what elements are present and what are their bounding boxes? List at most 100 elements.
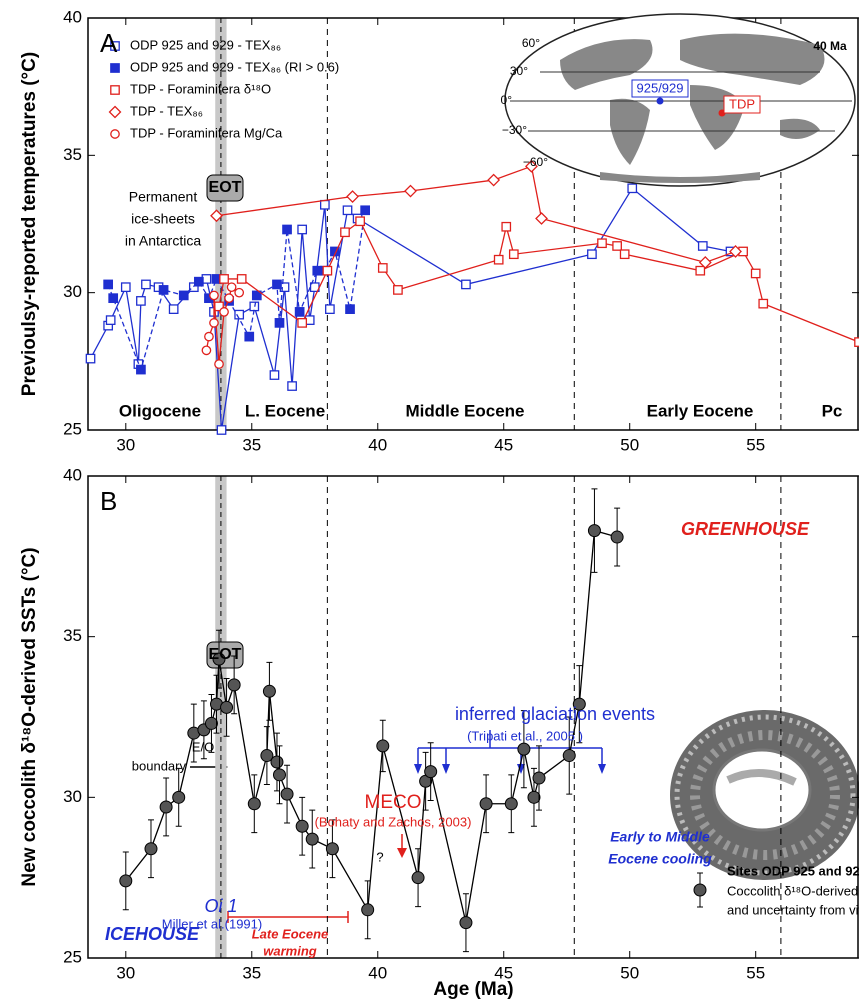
point	[274, 318, 285, 328]
annotation: Permanent	[129, 189, 198, 205]
x-tick-label: 30	[116, 435, 135, 454]
point	[204, 716, 218, 730]
point	[346, 190, 359, 203]
annotation: 30°	[510, 64, 528, 78]
point	[393, 285, 403, 295]
point	[322, 265, 333, 276]
annotation: Eocene cooling	[608, 851, 712, 867]
point	[244, 331, 255, 342]
point	[525, 159, 538, 173]
annotation: Coccolith δ¹⁸O-derived SSTs	[727, 883, 859, 898]
annotation: ICEHOUSE	[105, 924, 200, 944]
point	[212, 652, 226, 666]
annotation: B	[100, 486, 117, 516]
point	[272, 768, 286, 782]
point	[247, 797, 261, 811]
point	[627, 183, 638, 194]
legend-marker	[108, 105, 122, 119]
x-tick-label: 35	[242, 435, 261, 454]
point	[325, 304, 335, 314]
point	[587, 249, 597, 260]
point	[360, 205, 371, 216]
point	[508, 249, 519, 260]
annotation: L. Eocene	[245, 401, 325, 420]
annotation: Late Eocene	[252, 926, 329, 941]
annotation: −30°	[502, 123, 527, 137]
annotation: 0°	[501, 93, 513, 107]
panel: 30 35 40 45 50 55 25 30 35 40 Previoulsy-reported …	[19, 7, 859, 454]
point	[194, 276, 204, 287]
point	[461, 279, 471, 290]
point	[479, 797, 493, 811]
point	[158, 285, 169, 295]
annotation: A	[100, 28, 118, 58]
panel: 30 35 40 45 50 55 25 30 35 40 New coccolith δ¹⁸O-d…	[19, 465, 859, 1000]
point	[758, 298, 769, 309]
annotation: warming	[263, 943, 317, 958]
y-tick-label: 40	[63, 465, 82, 484]
plot-frame	[87, 475, 859, 959]
eot-box	[206, 174, 244, 202]
point	[260, 749, 274, 763]
point	[120, 282, 131, 293]
point	[144, 842, 158, 856]
annotation: Early Eocene	[647, 401, 754, 420]
point	[587, 524, 601, 538]
annotation: Miller et al.(1991)	[162, 916, 262, 931]
point	[295, 819, 309, 833]
annotation: GREENHOUSE	[681, 519, 810, 539]
point	[270, 755, 284, 769]
point	[305, 832, 319, 846]
x-axis-label: Age (Ma)	[433, 979, 513, 1000]
y-tick-label: 25	[63, 419, 82, 438]
x-tick-label: 40	[368, 963, 387, 982]
point	[220, 700, 234, 714]
point	[178, 290, 189, 301]
point	[854, 337, 859, 347]
annotation: ?	[376, 849, 383, 864]
x-tick-label: 45	[494, 435, 513, 454]
annotation: 60°	[522, 36, 540, 50]
y-axis-label: Previoulsy-reported temperatures (°C)	[19, 52, 40, 396]
annotation: TDP	[729, 96, 755, 111]
legend-label: TDP - Foraminifera Mg/Ca	[130, 125, 283, 140]
point	[204, 331, 214, 342]
point	[297, 318, 308, 328]
point	[287, 381, 297, 391]
point	[226, 282, 237, 293]
annotation: boundary	[132, 758, 187, 773]
point	[210, 209, 223, 223]
legend-label: Sites ODP 925 and 929	[727, 863, 859, 878]
point	[424, 765, 438, 779]
legend-marker	[110, 129, 120, 139]
point	[610, 530, 624, 544]
point	[219, 274, 229, 284]
point	[168, 304, 179, 314]
point	[517, 742, 531, 756]
point	[695, 265, 706, 276]
x-tick-label: 50	[620, 963, 639, 982]
point	[269, 370, 280, 380]
point	[697, 241, 708, 251]
annotation: (Bohaty and Zachos, 2003)	[315, 814, 472, 829]
y-axis-label: New coccolith δ¹⁸O-derived SSTs (°C)	[19, 547, 40, 886]
point	[527, 790, 541, 804]
point	[493, 254, 504, 265]
point	[188, 282, 199, 293]
point	[532, 771, 546, 785]
point	[325, 842, 339, 856]
legend-label: ODP 925 and 929 - TEX₈₆	[130, 37, 281, 52]
point	[411, 871, 425, 885]
annotation: 40 Ma	[813, 39, 847, 53]
legend-marker	[110, 63, 120, 73]
annotation: ice-sheets	[131, 211, 195, 227]
point	[319, 199, 330, 210]
x-tick-label: 55	[746, 963, 765, 982]
point	[355, 216, 365, 227]
annotation: Middle Eocene	[405, 401, 524, 420]
point	[377, 263, 388, 273]
point	[219, 307, 229, 317]
point	[459, 916, 473, 930]
point	[294, 307, 305, 317]
point	[729, 245, 742, 258]
